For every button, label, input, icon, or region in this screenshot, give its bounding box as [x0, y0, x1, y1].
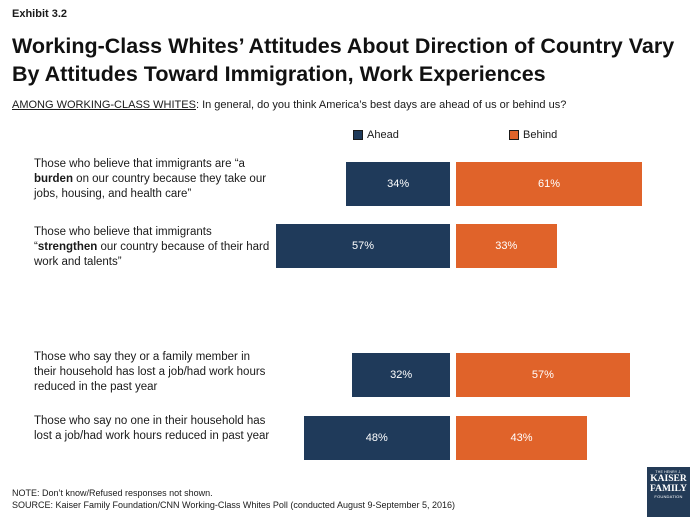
footnotes: NOTE: Don’t know/Refused responses not s…: [12, 487, 455, 511]
question-text: : In general, do you think America’s bes…: [195, 99, 567, 111]
bar-ahead-2: 57%: [276, 224, 450, 268]
bar-label-behind-4: 43%: [510, 432, 533, 444]
legend-label-behind: Behind: [523, 129, 558, 141]
source-text: SOURCE: Kaiser Family Foundation/CNN Wor…: [12, 500, 456, 510]
question-population: AMONG WORKING-CLASS WHITES: [12, 99, 196, 111]
row-label-strengthen: Those who believe that immigrants “stren…: [34, 226, 270, 268]
survey-question: AMONG WORKING-CLASS WHITES: In general, …: [12, 99, 566, 111]
bar-ahead-1: 34%: [346, 162, 450, 206]
bar-label-ahead-4: 48%: [365, 432, 388, 444]
row-label-no-lost-job: Those who say no one in their household …: [34, 415, 270, 442]
bar-label-behind-1: 61%: [538, 178, 561, 190]
bar-ahead-3: 32%: [352, 353, 450, 397]
bar-label-behind-3: 57%: [531, 369, 554, 381]
legend-item-behind: Behind: [509, 129, 557, 141]
exhibit-label: Exhibit 3.2: [12, 8, 68, 20]
row-label-burden: Those who believe that immigrants are “a…: [34, 158, 267, 200]
bar-ahead-4: 48%: [303, 416, 450, 460]
bar-behind-2: 33%: [456, 224, 557, 268]
bar-label-ahead-2: 57%: [352, 240, 375, 252]
chart-title: Working-Class Whites’ Attitudes About Di…: [12, 34, 675, 86]
note-text: NOTE: Don’t know/Refused responses not s…: [12, 488, 213, 498]
bar-label-ahead-1: 34%: [387, 178, 410, 190]
kff-logo: THE HENRY J. KAISER FAMILY FOUNDATION: [647, 467, 690, 517]
bar-label-behind-2: 33%: [495, 240, 518, 252]
legend-item-ahead: Ahead: [353, 129, 399, 141]
bar-behind-1: 61%: [456, 162, 643, 206]
bar-behind-4: 43%: [456, 416, 588, 460]
legend-swatch-ahead: [353, 130, 363, 140]
legend-label-ahead: Ahead: [367, 129, 399, 141]
legend-swatch-behind: [509, 130, 519, 140]
bar-behind-3: 57%: [456, 353, 630, 397]
row-label-lost-job: Those who say they or a family member in…: [34, 351, 266, 393]
bar-label-ahead-3: 32%: [390, 369, 413, 381]
